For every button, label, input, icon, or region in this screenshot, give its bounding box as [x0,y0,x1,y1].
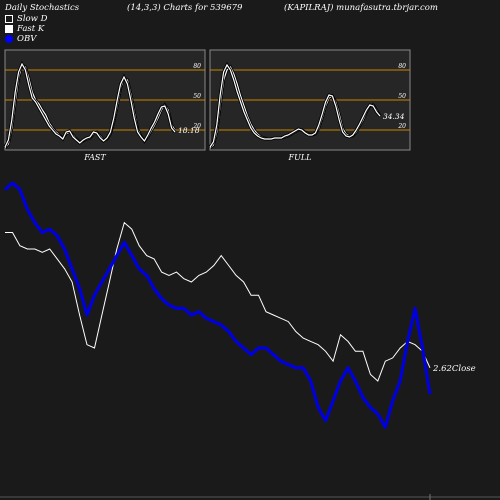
legend-fast-k-label: Fast K [17,24,45,34]
legend-obv-swatch [5,35,13,43]
chart-title-source: (KAPILRAJ) munafasutra.tbrjar.com [284,3,438,13]
fast-ytick-80: 80 [193,63,201,70]
price-close-line [5,221,431,382]
legend-slow-d-label: Slow D [17,14,48,24]
legend-slow-d-swatch [5,15,13,23]
legend-obv: OBV [5,34,36,44]
legend-fast-k-swatch [5,25,13,33]
fast-series-1 [4,62,176,148]
fast-ytick-50: 50 [193,93,201,100]
full-series-1 [209,63,381,148]
obv-line [3,181,432,429]
full-last-value-label: 34.34 [383,112,405,121]
fast-last-value-label: 18.18 [178,126,200,135]
legend-obv-label: OBV [17,34,37,44]
full-ytick-80: 80 [398,63,406,70]
full-ytick-20: 20 [397,123,406,130]
legend-slow-d: Slow D [5,14,47,24]
price-last-label: 2.62Close [432,364,476,374]
full-ytick-50: 50 [398,93,406,100]
fast-ytick-20: 20 [192,123,201,130]
fast-panel-label: FAST [83,153,106,162]
legend-fast-k: Fast K [5,24,44,34]
chart-title-indicator: Daily Stochastics [5,3,80,13]
chart-title-symbol: (14,3,3) Charts for 539679 [127,3,243,13]
full-panel-label: FULL [288,153,312,162]
